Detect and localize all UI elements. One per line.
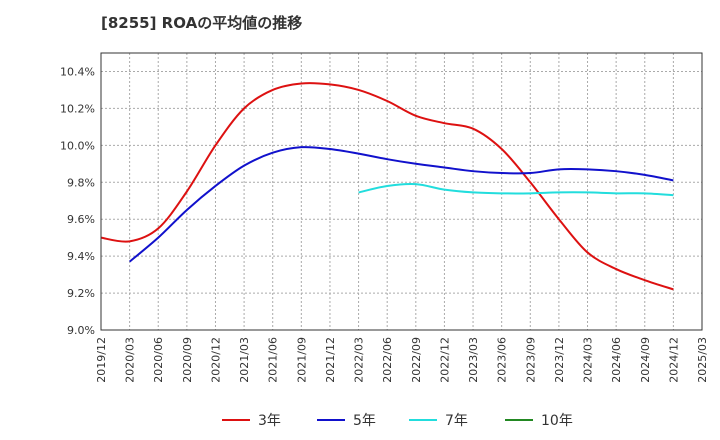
y-axis-ticks: 9.0% 9.2% 9.4% 9.6% 9.8% 10.0% 10.2% 10.4% [60,65,95,337]
series-line-5年 [128,146,674,263]
chart-title: [8255] ROAの平均値の推移 [101,14,303,32]
x-tick-label: 2020/09 [181,337,194,383]
x-tick-label: 2021/12 [324,337,337,383]
x-tick-label: 2019/12 [95,337,108,383]
x-tick-label: 2021/06 [267,337,280,383]
x-tick-label: 2023/06 [496,337,509,383]
y-tick-label: 10.4% [60,65,95,78]
y-tick-label: 10.0% [60,139,95,152]
y-tick-label: 9.4% [67,250,95,263]
legend-label: 3年 [258,413,281,429]
x-tick-label: 2023/12 [553,337,566,383]
series-line-3年 [100,82,674,291]
y-tick-label: 10.2% [60,102,95,115]
x-tick-label: 2024/06 [610,337,623,383]
legend-label: 7年 [445,413,468,429]
x-tick-label: 2022/09 [410,337,423,383]
plot-frame [100,52,703,331]
x-tick-label: 2022/06 [381,337,394,383]
x-tick-label: 2024/03 [582,337,595,383]
legend-item: 7年 [409,410,468,430]
x-tick-label: 2024/12 [667,337,680,383]
x-tick-label: 2020/06 [152,337,165,383]
x-tick-label: 2025/03 [696,337,709,383]
legend-swatch [505,419,533,421]
legend-swatch [222,419,250,421]
legend-swatch [317,419,345,421]
x-tick-label: 2022/12 [438,337,451,383]
y-tick-label: 9.8% [67,176,95,189]
x-tick-label: 2020/12 [209,337,222,383]
legend-item: 10年 [505,410,573,430]
x-tick-label: 2021/03 [238,337,251,383]
legend-item: 3年 [222,410,281,430]
x-tick-label: 2024/09 [639,337,652,383]
legend-swatch [409,419,437,421]
legend-item: 5年 [317,410,376,430]
y-tick-label: 9.2% [67,287,95,300]
x-axis-ticks: 2019/12 2020/03 2020/06 2020/09 2020/12 2021/… [95,337,709,383]
y-tick-label: 9.0% [67,324,95,337]
x-tick-label: 2020/03 [124,337,137,383]
x-tick-label: 2023/03 [467,337,480,383]
y-tick-label: 9.6% [67,213,95,226]
x-tick-label: 2022/03 [353,337,366,383]
legend-label: 5年 [353,413,376,429]
grid [101,53,702,330]
series-lines [100,82,674,291]
x-tick-label: 2021/09 [295,337,308,383]
x-tick-label: 2023/09 [524,337,537,383]
legend-label: 10年 [541,413,573,429]
series-line-7年 [358,182,674,197]
